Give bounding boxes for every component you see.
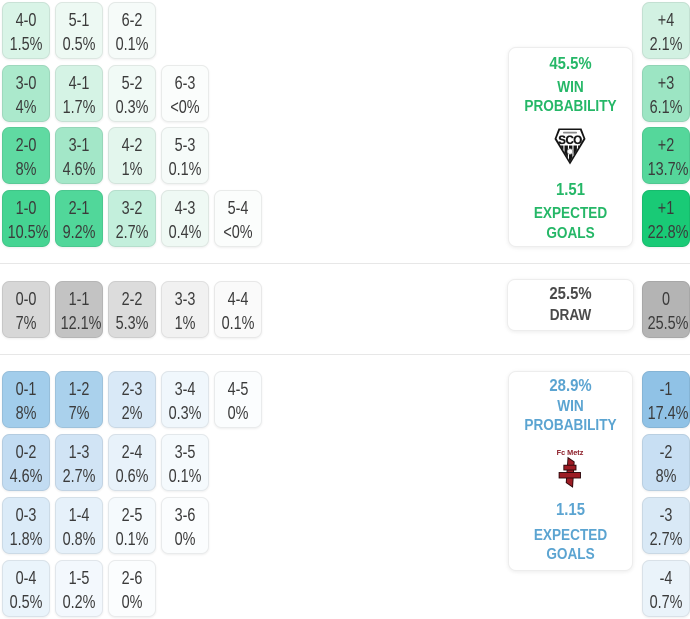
- svg-text:Fc Metz: Fc Metz: [557, 448, 584, 457]
- svg-text:SCO: SCO: [558, 135, 582, 147]
